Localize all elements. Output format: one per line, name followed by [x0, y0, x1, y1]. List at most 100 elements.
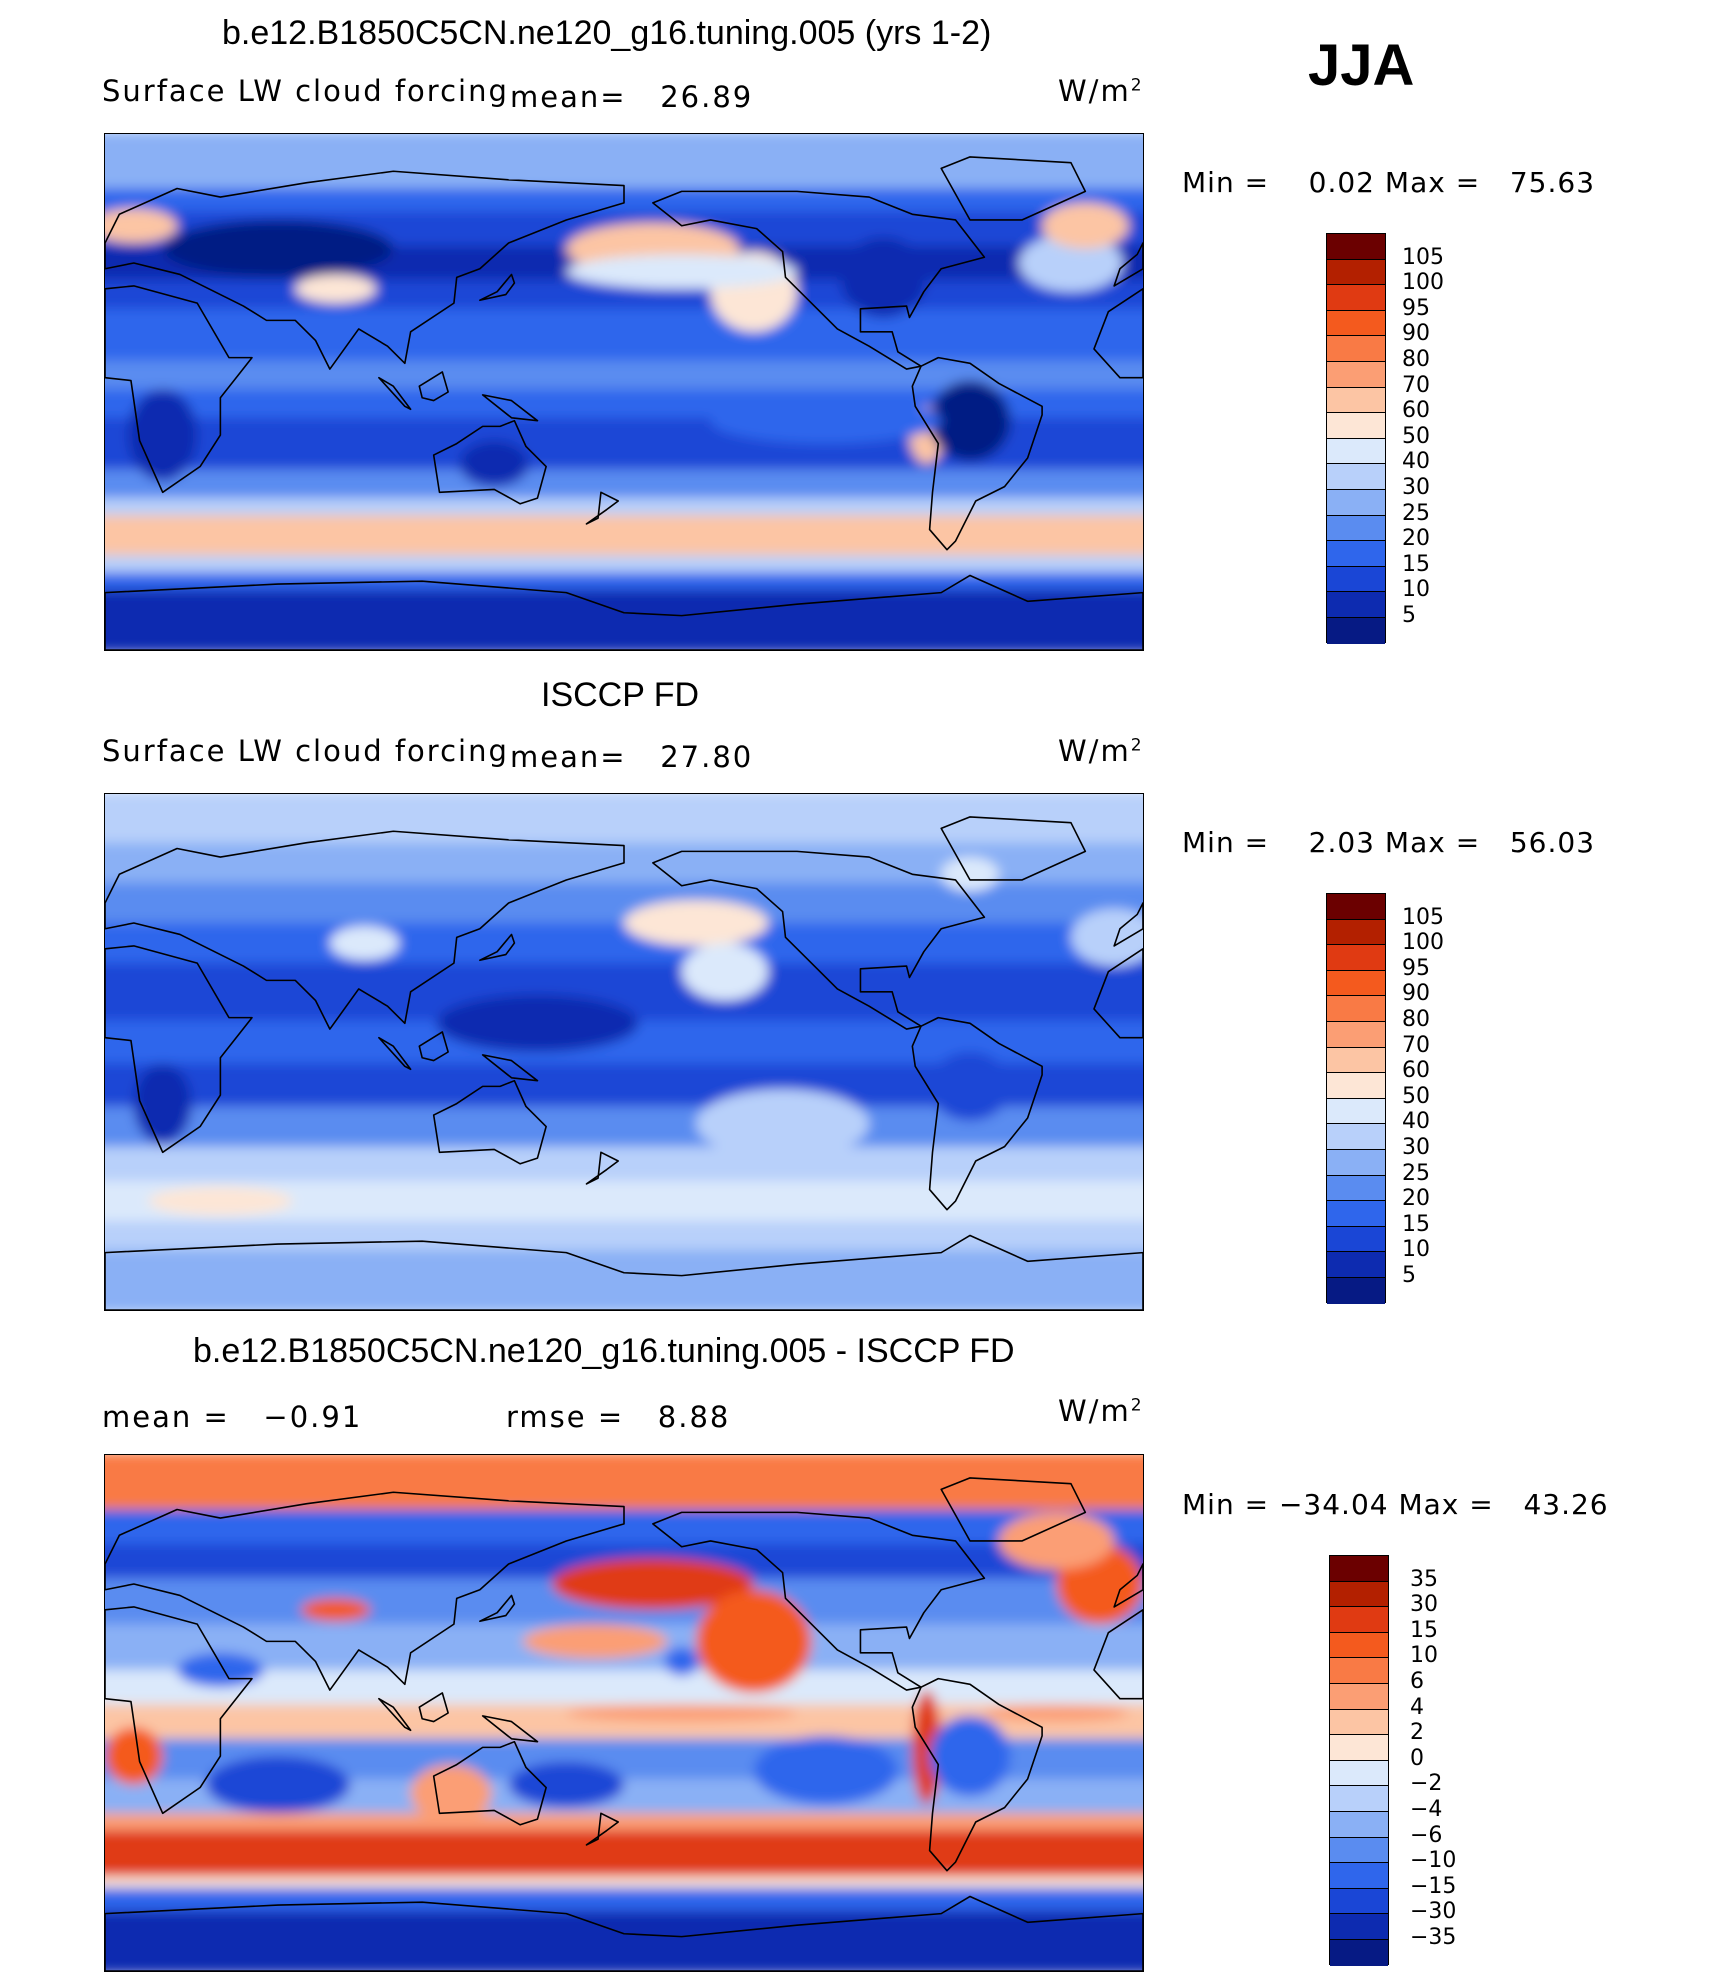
colorbar-tick-label: 10 — [1402, 1237, 1430, 1263]
colorbar-tick-label: 30 — [1410, 1592, 1438, 1618]
field-band — [105, 1249, 1143, 1310]
field-band — [105, 1830, 1143, 1883]
field-band — [105, 589, 1143, 650]
colorbar-swatch — [1330, 1607, 1388, 1633]
colorbar-swatch — [1327, 336, 1385, 362]
colorbar-tick-label: 0 — [1410, 1745, 1424, 1771]
field-feature — [128, 389, 198, 481]
field-feature — [295, 274, 377, 304]
field-feature — [133, 1063, 192, 1144]
colorbar-tick-label: −2 — [1410, 1771, 1443, 1797]
coastline — [1093, 288, 1143, 379]
field-feature — [105, 1727, 163, 1785]
colorbar-swatch — [1327, 515, 1385, 542]
colorbar-swatch — [1330, 1837, 1388, 1864]
coastline — [432, 419, 547, 505]
colorbar-tick-label: 105 — [1402, 244, 1444, 270]
panel2-mean: mean= 27.80 — [510, 740, 754, 774]
field-feature — [566, 1704, 798, 1722]
colorbar-tick-label: 25 — [1402, 500, 1430, 526]
colorbar-tick-label: −30 — [1410, 1899, 1457, 1925]
panel2-map — [104, 793, 1144, 1311]
field-feature — [1070, 908, 1143, 966]
colorbar-swatch — [1330, 1914, 1388, 1940]
panel2-units: W/m2 — [1058, 734, 1144, 768]
field-feature — [929, 380, 1011, 461]
colorbar-tick-label: 60 — [1402, 1058, 1430, 1084]
colorbar-swatch — [1330, 1709, 1388, 1736]
coastline — [652, 850, 986, 1030]
coastline — [481, 1715, 539, 1743]
colorbar-tick-label: 5 — [1402, 603, 1416, 628]
colorbar-swatch — [1330, 1863, 1388, 1889]
field-feature — [301, 1598, 371, 1622]
colorbar-swatch — [1327, 1252, 1385, 1278]
coastline — [105, 1491, 625, 1691]
field-feature — [436, 994, 639, 1052]
colorbar-tick-label: 6 — [1410, 1669, 1424, 1694]
colorbar-tick-label: 90 — [1402, 981, 1430, 1007]
colorbar-tick-label: 105 — [1402, 904, 1444, 930]
colorbar-swatch — [1330, 1632, 1388, 1659]
field-feature — [459, 440, 529, 487]
coastline — [479, 933, 516, 962]
panel1-subtitle: Surface LW cloud forcing — [102, 74, 509, 108]
field-feature — [840, 237, 927, 318]
panel2-minmax: Min = 2.03 Max = 56.03 — [1182, 826, 1596, 859]
colorbar-swatch — [1327, 1201, 1385, 1227]
colorbar-swatch — [1327, 566, 1385, 593]
colorbar-tick-label: −15 — [1410, 1873, 1457, 1899]
colorbar-swatch — [1327, 310, 1385, 337]
coastline — [105, 945, 253, 1154]
field-band — [105, 882, 1143, 929]
field-feature — [329, 925, 400, 961]
colorbar-tick-label: −35 — [1410, 1925, 1457, 1950]
panel2-colorbar — [1326, 893, 1386, 1304]
panel1-mean: mean= 26.89 — [510, 80, 754, 114]
colorbar-tick-label: 40 — [1402, 1109, 1430, 1135]
colorbar-swatch — [1327, 489, 1385, 516]
colorbar-swatch — [1327, 970, 1385, 997]
field-feature — [566, 254, 798, 289]
colorbar-swatch — [1327, 1073, 1385, 1099]
field-band — [105, 134, 1143, 195]
field-feature — [410, 1764, 492, 1822]
coastline — [940, 156, 1087, 221]
coastline — [652, 190, 986, 370]
field-band — [105, 308, 1143, 367]
colorbar-swatch — [1330, 1760, 1388, 1787]
colorbar-swatch — [1327, 592, 1385, 618]
colorbar-tick-label: 20 — [1402, 1186, 1430, 1212]
colorbar-swatch — [1330, 1556, 1388, 1582]
colorbar-tick-label: 4 — [1410, 1694, 1424, 1720]
panel1-title: b.e12.B1850C5CN.ne120_g16.tuning.005 (yr… — [222, 14, 992, 52]
colorbar-swatch — [1330, 1888, 1388, 1915]
colorbar-tick-label: 80 — [1402, 347, 1430, 372]
panel3-colorbar — [1329, 1555, 1389, 1966]
field-feature — [681, 943, 769, 1001]
field-feature — [551, 1558, 754, 1610]
colorbar-swatch — [1330, 1658, 1388, 1684]
colorbar-tick-label: 50 — [1402, 423, 1430, 449]
coastline — [479, 1594, 516, 1623]
colorbar-swatch — [1327, 1226, 1385, 1253]
field-feature — [624, 900, 769, 946]
colorbar-tick-label: 100 — [1402, 930, 1444, 956]
panel3-minmax: Min = −34.04 Max = 43.26 — [1182, 1488, 1609, 1521]
field-feature — [664, 1647, 699, 1676]
field-band — [105, 1455, 1143, 1516]
panel3-title: b.e12.B1850C5CN.ne120_g16.tuning.005 - I… — [193, 1332, 1015, 1370]
field-band — [105, 515, 1143, 562]
coastline — [432, 1740, 547, 1826]
colorbar-tick-label: 60 — [1402, 398, 1430, 424]
field-feature — [710, 397, 942, 444]
coastline — [105, 1234, 1143, 1310]
colorbar-swatch — [1327, 1175, 1385, 1202]
field-feature — [998, 1512, 1115, 1570]
colorbar-swatch — [1327, 1021, 1385, 1048]
colorbar-swatch — [1330, 1581, 1388, 1608]
field-feature — [105, 208, 178, 243]
coastline — [585, 491, 620, 525]
colorbar-swatch — [1327, 894, 1385, 920]
colorbar-tick-label: 15 — [1402, 1211, 1430, 1237]
